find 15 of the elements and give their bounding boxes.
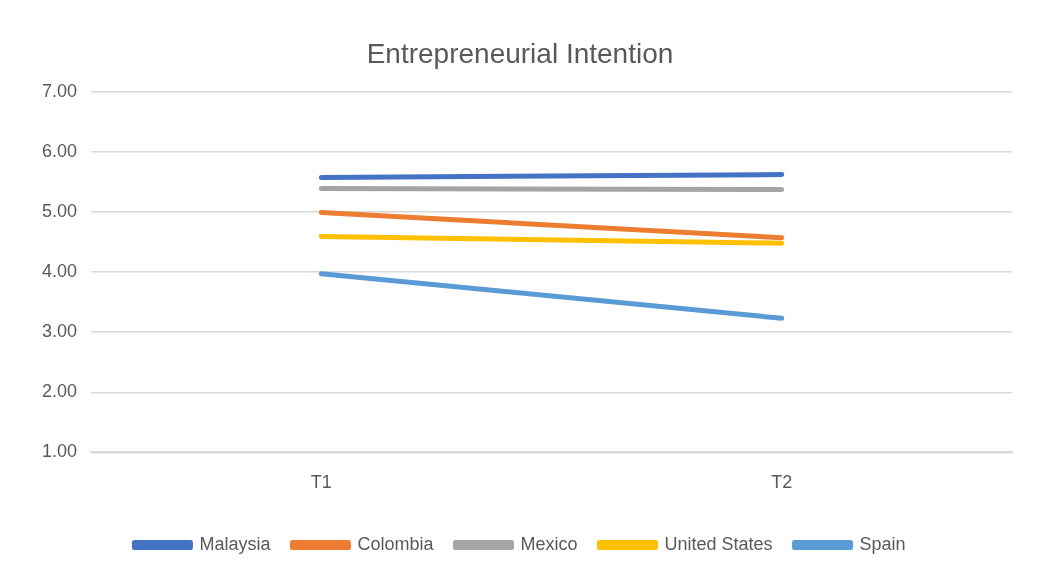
y-tick-label: 3.00 bbox=[41, 321, 78, 342]
x-tick-label: T1 bbox=[310, 472, 332, 493]
legend-label: Malaysia bbox=[199, 533, 272, 554]
y-tick-label: 6.00 bbox=[41, 140, 78, 161]
y-tick-label: 4.00 bbox=[41, 260, 78, 281]
legend-label: United States bbox=[664, 533, 773, 554]
chart-title: Entrepreneurial Intention bbox=[366, 37, 674, 69]
y-tick-label: 2.00 bbox=[41, 381, 78, 402]
y-tick-label: 5.00 bbox=[41, 200, 78, 221]
y-tick-label: 1.00 bbox=[41, 441, 78, 462]
legend-label: Colombia bbox=[357, 533, 435, 554]
legend-label: Spain bbox=[859, 533, 906, 554]
y-tick-label: 7.00 bbox=[41, 80, 78, 101]
x-tick-label: T2 bbox=[771, 472, 793, 493]
legend-label: Mexico bbox=[520, 533, 578, 554]
